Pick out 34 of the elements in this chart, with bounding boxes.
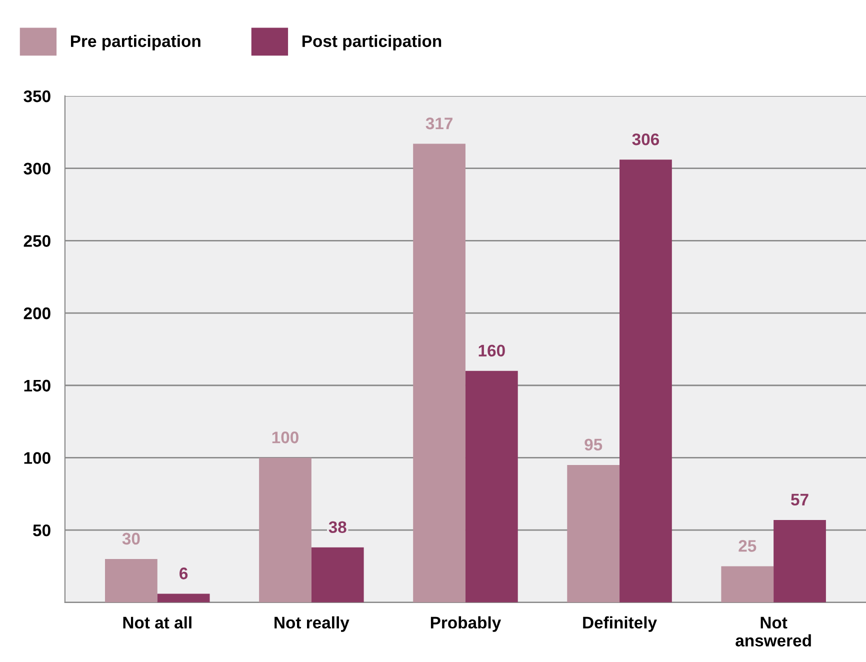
data-label: 6	[180, 568, 188, 580]
y-tick-label: 50	[33, 524, 50, 536]
bar	[567, 464, 620, 602]
y-tick-label: 200	[24, 307, 50, 320]
bar	[721, 566, 774, 602]
data-label: 160	[478, 344, 505, 357]
bar	[413, 144, 466, 602]
x-tick-label: Definitely	[583, 616, 657, 632]
bar	[465, 370, 518, 602]
data-label: 38	[328, 521, 346, 534]
bar	[105, 559, 158, 602]
x-tick-label: Probably	[430, 616, 502, 632]
legend-label: Post participation	[302, 34, 442, 50]
y-tick-label: 150	[24, 380, 50, 392]
bar	[620, 160, 672, 602]
data-label: 57	[791, 494, 808, 506]
data-label: 306	[632, 133, 660, 146]
x-tick-label: Not really	[274, 616, 350, 632]
bar	[311, 547, 364, 602]
y-tick-label: 250	[24, 235, 50, 247]
data-label: 100	[272, 432, 298, 444]
y-tick-label: 350	[24, 90, 50, 102]
y-tick-label: 300	[24, 162, 50, 175]
data-label: 95	[584, 438, 602, 451]
x-tick-label: Not at all	[123, 616, 192, 629]
legend-label: Pre participation	[70, 34, 200, 50]
y-tick-label: 100	[24, 452, 50, 464]
data-label: 30	[122, 532, 140, 545]
bar	[259, 458, 312, 602]
bar	[774, 520, 826, 602]
x-tick-label: Not answered	[736, 616, 811, 647]
bar	[157, 594, 210, 602]
data-label: 25	[738, 540, 756, 552]
data-label: 317	[426, 118, 452, 130]
